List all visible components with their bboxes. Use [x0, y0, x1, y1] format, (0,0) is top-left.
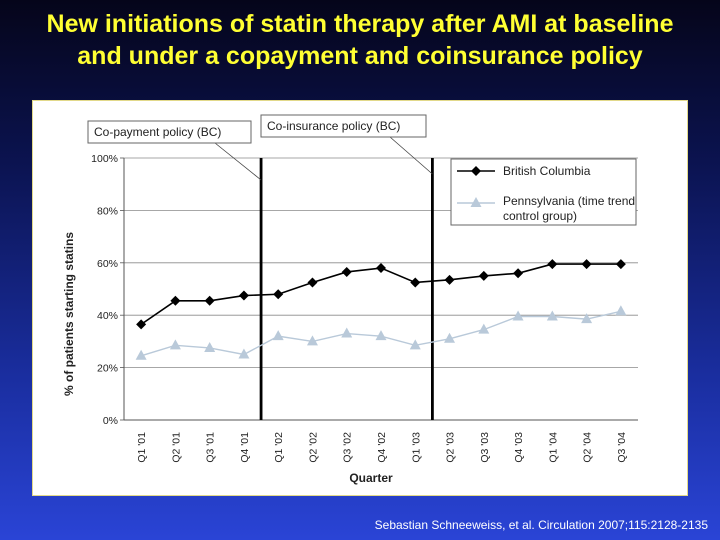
legend-label-pa: Pennsylvania (time trend control group): [503, 194, 635, 223]
data-point-pa: [306, 335, 318, 346]
chart-figure: 0% 20% 40% 60% 80% 100% Q1 '01 Q2 '01 Q3 '01 Q4 '…: [32, 100, 688, 496]
data-point-bc: [410, 277, 421, 288]
data-point-pa: [204, 341, 216, 352]
data-point-pa: [409, 339, 421, 350]
data-point-pa: [375, 330, 387, 341]
data-point-pa: [546, 310, 558, 321]
data-point-bc: [170, 295, 181, 306]
x-tick-label: Q4 '01: [239, 432, 251, 463]
citation: Sebastian Schneeweiss, et al. Circulatio…: [374, 518, 708, 532]
y-tick-label: 100%: [91, 153, 118, 165]
y-tick-label: 60%: [97, 258, 118, 270]
data-point-pa: [341, 327, 353, 338]
data-point-pa: [135, 349, 147, 360]
x-tick-label: Q1 '02: [273, 432, 285, 463]
x-tick-label: Q3 '01: [205, 432, 217, 463]
legend-box: [450, 158, 637, 226]
data-point-bc: [376, 263, 386, 274]
annotation-label: Co-payment policy (BC): [94, 125, 221, 139]
x-tick-label: Q1 '04: [547, 432, 559, 463]
data-point-bc: [581, 259, 592, 270]
y-tick-label: 80%: [97, 205, 118, 217]
data-point-pa: [272, 330, 284, 341]
data-point-bc: [478, 270, 489, 281]
data-point-pa: [169, 339, 181, 350]
data-point-bc: [136, 319, 147, 330]
annotation-label: Co-insurance policy (BC): [267, 119, 400, 133]
legend-label-bc: British Columbia: [503, 164, 591, 178]
x-tick-label: Q3 '02: [342, 432, 354, 463]
x-tick-label: Q3 '04: [616, 432, 628, 463]
x-tick-label: Q3 '03: [479, 432, 491, 463]
data-point-pa: [478, 323, 490, 334]
x-tick-label: Q1 '03: [410, 432, 422, 463]
slide-title-line-1: New initiations of statin therapy after …: [46, 10, 674, 38]
data-point-bc: [513, 268, 524, 279]
data-point-bc: [204, 295, 215, 306]
y-axis-title: % of patients starting statins: [62, 232, 76, 396]
data-point-pa: [581, 313, 593, 324]
data-point-bc: [615, 259, 626, 270]
data-point-pa: [615, 305, 627, 316]
data-point-pa: [512, 310, 524, 321]
statin-chart: 0% 20% 40% 60% 80% 100% Q1 '01 Q2 '01 Q3 '01 Q4 '…: [62, 114, 638, 485]
x-tick-label: Q4 '02: [376, 432, 388, 463]
data-point-bc: [341, 266, 352, 277]
x-tick-label: Q1 '01: [136, 432, 148, 463]
slide-title-line-2: and under a copayment and coinsurance po…: [77, 42, 643, 70]
y-tick-label: 20%: [97, 363, 118, 375]
annotation-leader: [214, 142, 262, 181]
x-tick-label: Q2 '02: [307, 432, 319, 463]
legend-marker-pa: [470, 197, 482, 207]
x-tick-label: Q2 '03: [445, 432, 457, 463]
legend-marker-bc: [471, 166, 481, 176]
data-point-pa: [238, 348, 250, 359]
y-tick-label: 40%: [97, 310, 118, 322]
x-tick-label: Q4 '03: [513, 432, 525, 463]
annotation-box: [87, 120, 252, 144]
x-tick-label: Q2 '04: [582, 432, 594, 463]
y-tick-label: 0%: [103, 415, 118, 427]
data-point-bc: [307, 277, 318, 288]
data-point-bc: [547, 259, 558, 270]
data-point-bc: [238, 290, 249, 301]
annotation-box: [260, 114, 427, 138]
slide-title: New initiations of statin therapy after …: [0, 8, 720, 72]
data-point-bc: [273, 289, 284, 300]
annotation-leader: [389, 136, 433, 175]
data-point-bc: [444, 274, 455, 285]
x-axis-title: Quarter: [349, 471, 393, 485]
data-point-pa: [444, 332, 456, 343]
x-tick-label: Q2 '01: [170, 432, 182, 463]
